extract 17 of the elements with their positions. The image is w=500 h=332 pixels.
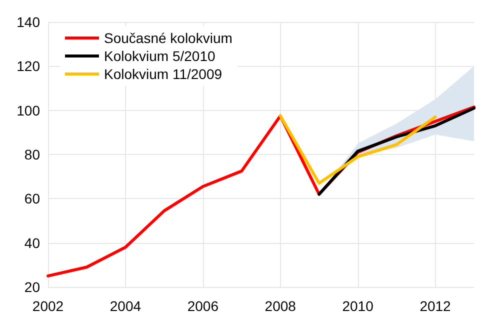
y-tick-label: 20 (24, 279, 40, 295)
y-tick-label: 140 (16, 14, 40, 30)
legend-label: Současné kolokvium (104, 30, 232, 46)
y-tick-label: 100 (16, 102, 40, 118)
x-tick-label: 2004 (110, 298, 142, 314)
legend-label: Kolokvium 11/2009 (104, 66, 222, 82)
x-tick-label: 2002 (32, 298, 64, 314)
x-tick-label: 2008 (264, 298, 296, 314)
x-tick-label: 2006 (187, 298, 219, 314)
x-tick-label: 2012 (420, 298, 452, 314)
x-tick-label: 2010 (342, 298, 374, 314)
y-tick-label: 80 (24, 146, 40, 162)
line-series (278, 114, 437, 185)
y-tick-label: 40 (24, 234, 40, 251)
y-tick-label: 120 (16, 58, 40, 74)
y-tick-label: 60 (24, 190, 40, 207)
legend-label: Kolokvium 5/2010 (104, 48, 216, 64)
